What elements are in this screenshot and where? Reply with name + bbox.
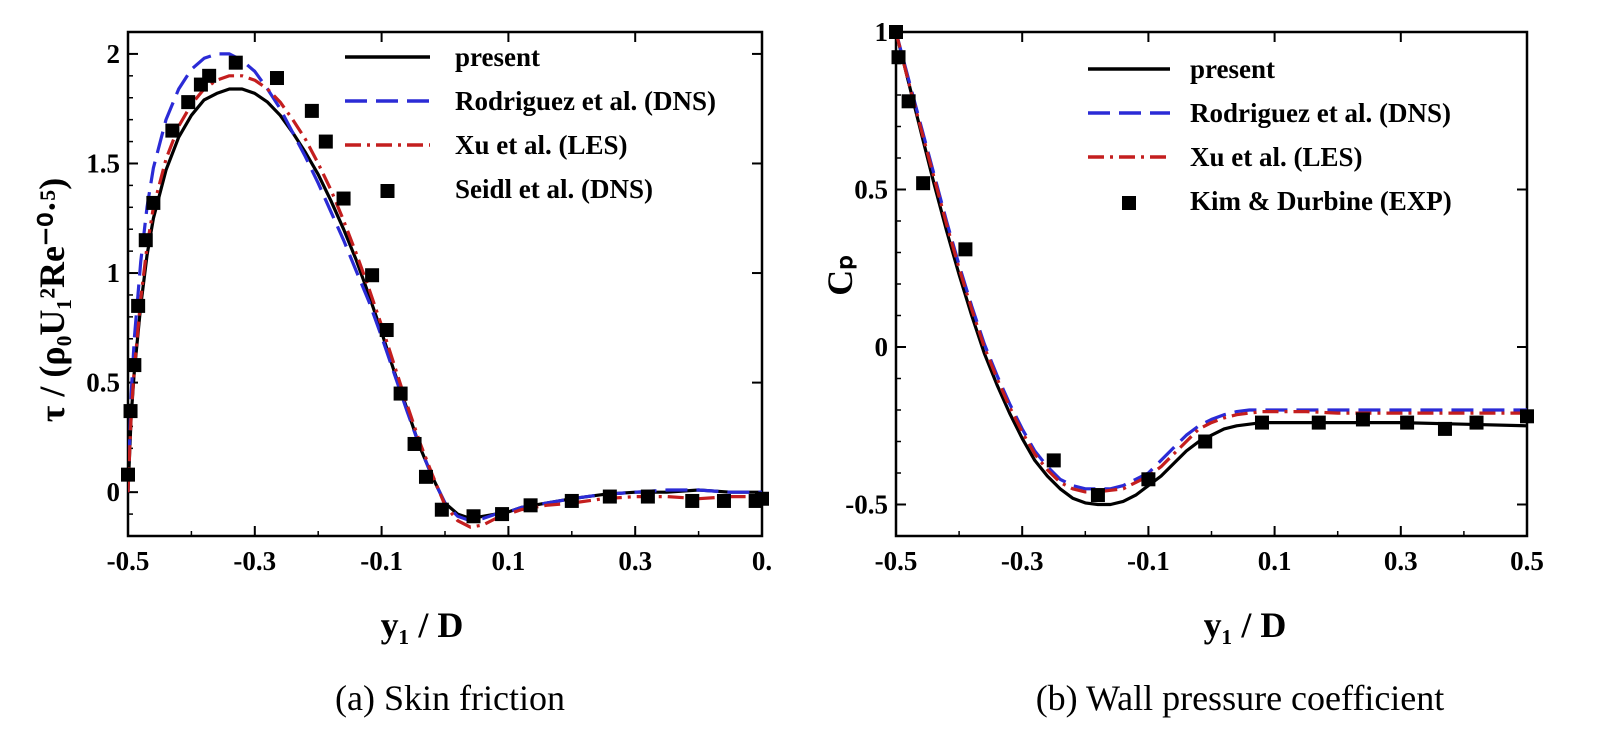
chart-skin-friction: -0.5 -0.3 -0.1 0.1 0.3 0. 0 0.5 1 1.5 2 present Rodr… bbox=[86, 30, 772, 576]
data-point-marker bbox=[121, 467, 135, 482]
data-point-marker bbox=[127, 358, 142, 373]
x-axis-label-b: y₁ / D bbox=[1204, 605, 1287, 645]
y-tick-label: 0 bbox=[107, 477, 121, 507]
y-axis-label-b: Cₚ bbox=[820, 254, 860, 295]
legend-label: Rodriguez et al. (DNS) bbox=[1190, 98, 1451, 128]
data-point-marker bbox=[1355, 412, 1370, 427]
data-point-marker bbox=[418, 469, 433, 484]
series-line-dashed bbox=[896, 32, 1527, 491]
data-point-marker bbox=[393, 386, 408, 401]
legend-marker bbox=[1122, 196, 1136, 210]
data-point-marker bbox=[1469, 415, 1484, 430]
data-point-marker bbox=[1400, 415, 1415, 430]
data-point-marker bbox=[901, 94, 916, 109]
data-point-marker bbox=[379, 323, 394, 338]
x-tick-label: -0.3 bbox=[233, 546, 276, 576]
legend-label: present bbox=[455, 42, 540, 72]
y-tick-label: 2 bbox=[107, 39, 121, 69]
data-point-marker bbox=[523, 498, 538, 513]
data-point-marker bbox=[1046, 453, 1061, 468]
data-point-marker bbox=[889, 25, 903, 39]
legend-label: Xu et al. (LES) bbox=[455, 130, 628, 160]
y-tick-label: 0.5 bbox=[86, 368, 120, 398]
legend-label: Xu et al. (LES) bbox=[1190, 142, 1363, 172]
data-point-marker bbox=[891, 50, 906, 65]
x-tick-label: 0.3 bbox=[1384, 546, 1418, 576]
chart-wall-pressure: -0.5 -0.3 -0.1 0.1 0.3 0.5 -0.5 0 0.5 1 present Rod… bbox=[845, 17, 1544, 576]
data-point-marker bbox=[318, 134, 333, 149]
x-tick-label: 0.3 bbox=[618, 546, 652, 576]
data-point-marker bbox=[564, 493, 579, 508]
x-tick-label: 0.5 bbox=[1510, 546, 1544, 576]
data-point-marker bbox=[202, 68, 217, 83]
data-point-marker bbox=[495, 507, 510, 522]
data-point-marker bbox=[123, 404, 138, 419]
legend-label: present bbox=[1190, 54, 1275, 84]
data-point-marker bbox=[916, 176, 931, 191]
legend-label: Kim & Durbine (EXP) bbox=[1190, 186, 1452, 216]
x-tick-label: -0.5 bbox=[875, 546, 918, 576]
data-point-marker bbox=[181, 95, 196, 110]
data-point-marker bbox=[146, 195, 161, 210]
data-point-marker bbox=[304, 103, 319, 118]
data-point-marker bbox=[138, 233, 153, 248]
data-point-marker bbox=[1520, 409, 1534, 424]
data-point-marker bbox=[165, 123, 180, 138]
x-tick-label: 0.1 bbox=[1258, 546, 1292, 576]
data-point-marker bbox=[1141, 472, 1156, 487]
data-point-marker bbox=[640, 489, 655, 504]
x-tick-label: -0.5 bbox=[107, 546, 150, 576]
series-line-dashdot bbox=[896, 32, 1527, 494]
data-point-marker bbox=[228, 55, 243, 70]
x-tick-label: -0.3 bbox=[1001, 546, 1044, 576]
x-tick-label: 0. bbox=[752, 546, 772, 576]
x-tick-label: 0.1 bbox=[492, 546, 526, 576]
series-line-solid bbox=[128, 87, 762, 521]
series-line-dashdot bbox=[128, 74, 762, 529]
data-point-marker bbox=[1254, 415, 1269, 430]
data-point-marker bbox=[1090, 488, 1105, 503]
data-point-marker bbox=[716, 493, 731, 508]
y-tick-label: 1 bbox=[875, 17, 889, 47]
x-tick-label: -0.1 bbox=[360, 546, 403, 576]
data-point-marker bbox=[434, 502, 449, 517]
data-point-marker bbox=[407, 436, 422, 451]
data-point-marker bbox=[755, 491, 769, 506]
data-point-marker bbox=[365, 268, 380, 283]
data-point-marker bbox=[685, 493, 700, 508]
data-point-marker bbox=[1437, 421, 1452, 436]
x-axis-label-a: y₁ / D bbox=[381, 605, 464, 645]
legend-label: Rodriguez et al. (DNS) bbox=[455, 86, 716, 116]
x-tick-label: -0.1 bbox=[1127, 546, 1170, 576]
data-point-marker bbox=[269, 71, 284, 86]
data-point-marker bbox=[958, 242, 973, 257]
data-point-marker bbox=[602, 489, 617, 504]
y-tick-label: 1.5 bbox=[86, 148, 120, 178]
y-tick-label: 0.5 bbox=[854, 175, 888, 205]
y-tick-label: -0.5 bbox=[845, 490, 888, 520]
series-group-a bbox=[128, 52, 762, 529]
legend-marker bbox=[380, 184, 395, 198]
y-axis-label-a: τ / (ρ₀U₁²Re⁻⁰·⁵) bbox=[32, 178, 72, 422]
data-point-marker bbox=[336, 191, 351, 206]
caption-a: (a) Skin friction bbox=[335, 678, 565, 718]
data-point-marker bbox=[1198, 434, 1213, 449]
series-line-dashed bbox=[128, 52, 762, 523]
caption-b: (b) Wall pressure coefficient bbox=[1036, 678, 1445, 718]
legend-label: Seidl et al. (DNS) bbox=[455, 174, 653, 204]
data-point-marker bbox=[466, 509, 481, 524]
data-point-marker bbox=[1311, 415, 1326, 430]
data-point-marker bbox=[131, 298, 146, 313]
y-tick-label: 0 bbox=[875, 332, 889, 362]
y-tick-label: 1 bbox=[107, 258, 121, 288]
